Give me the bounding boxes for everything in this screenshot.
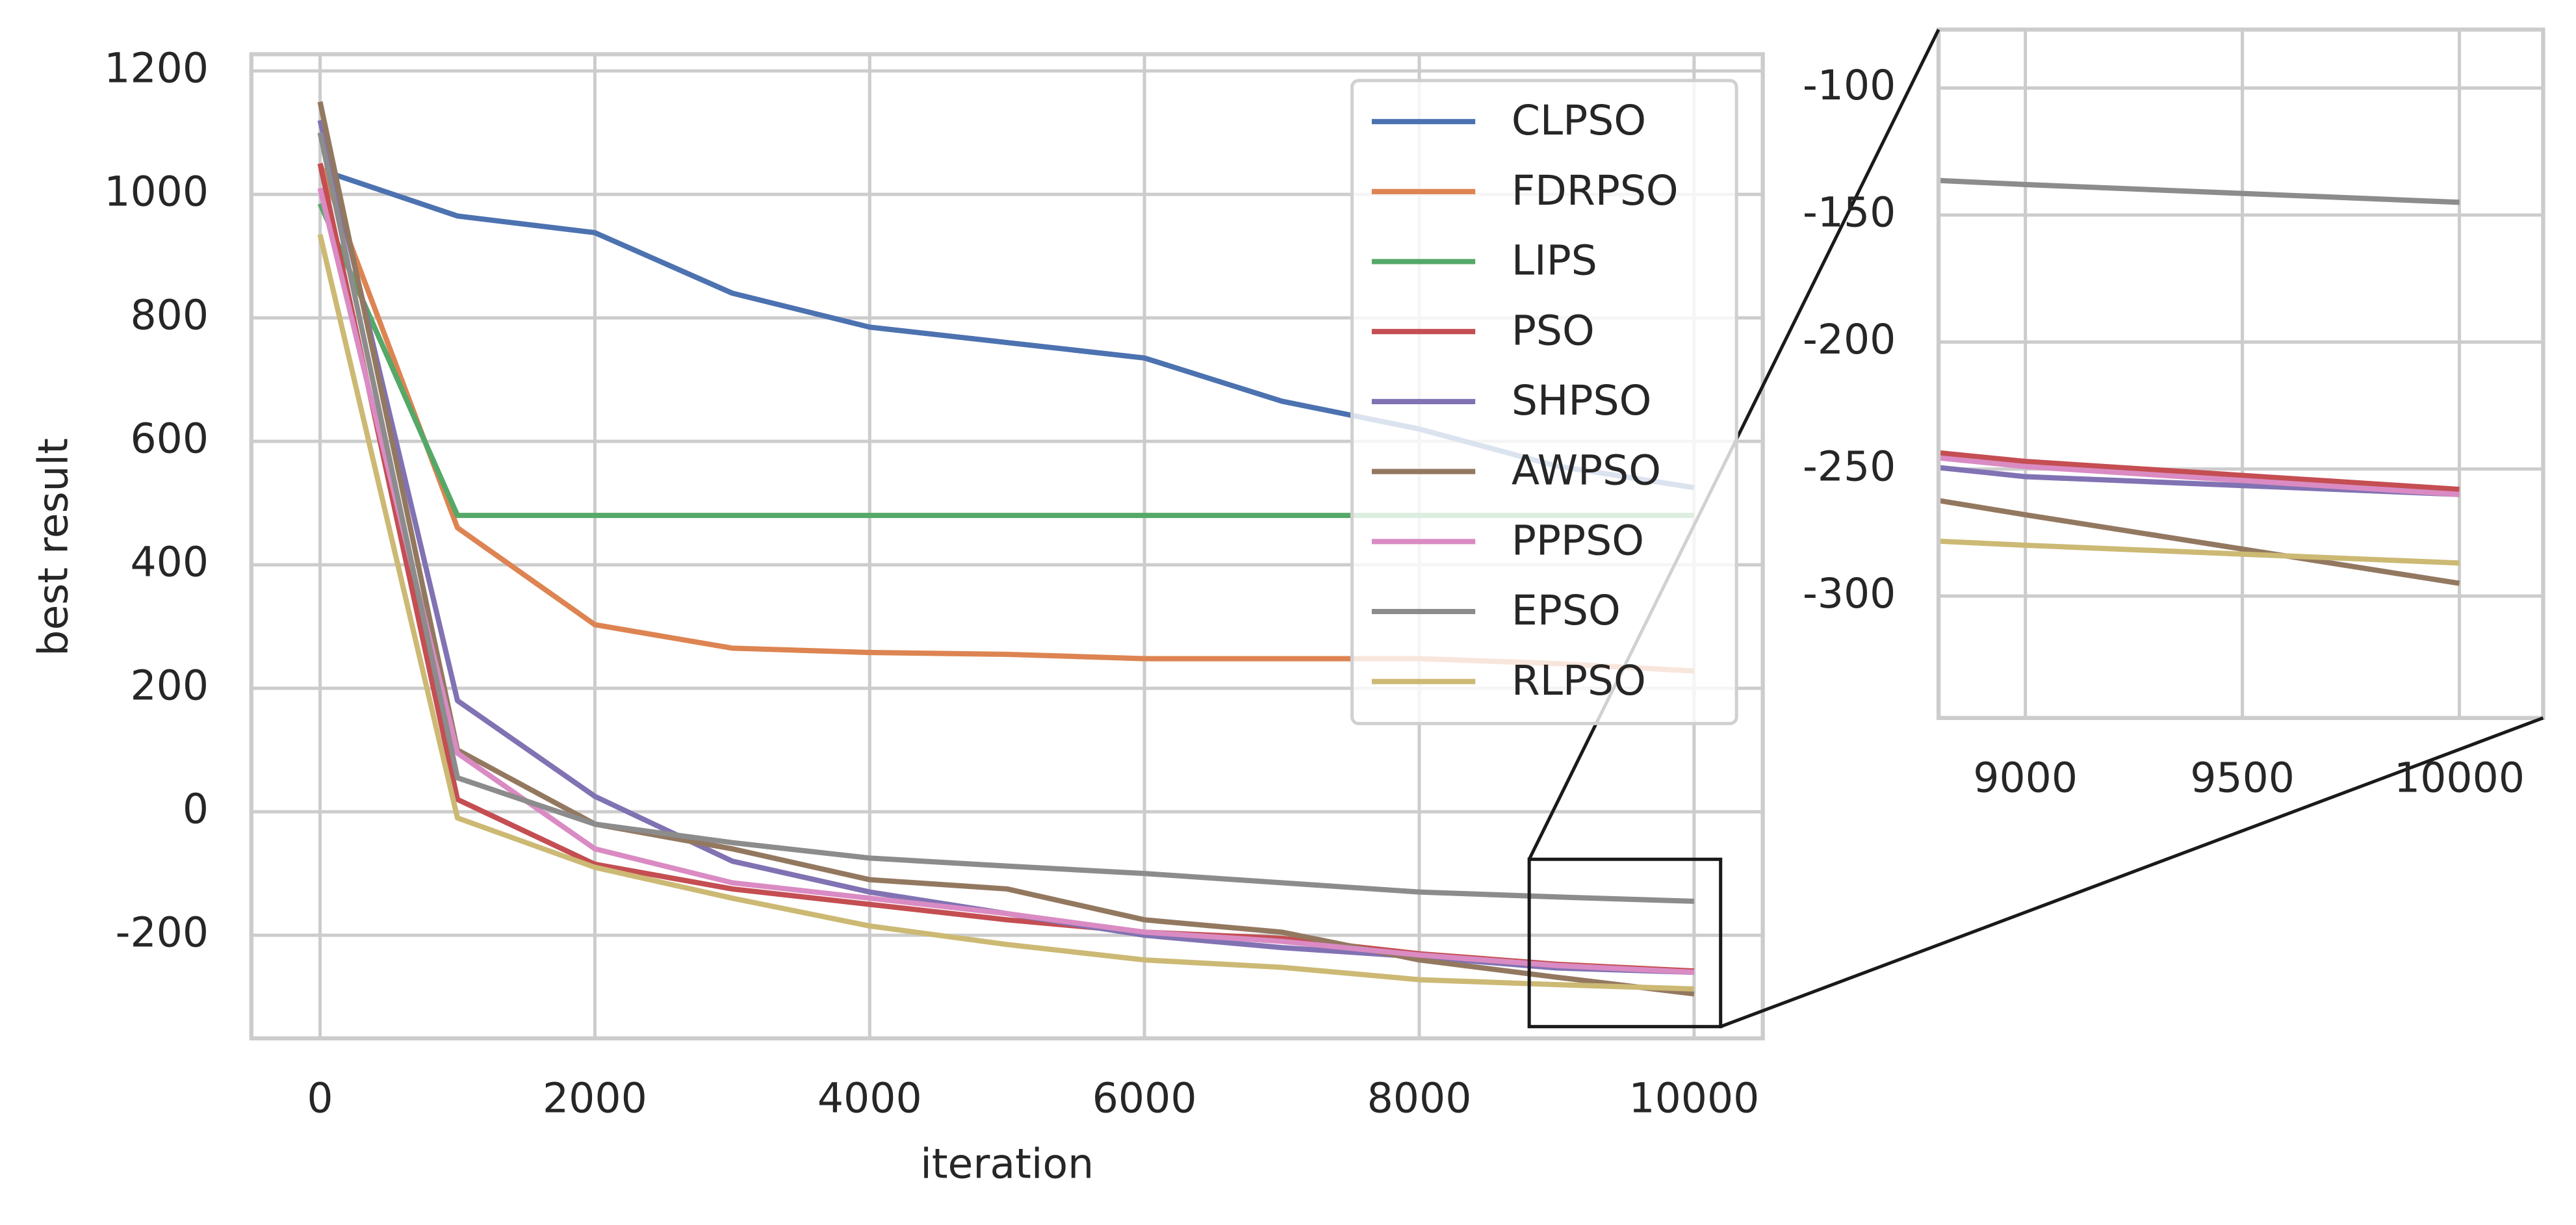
y-tick-label: -300: [1803, 569, 1896, 617]
legend-label: PPPSO: [1512, 516, 1644, 564]
legend-label: EPSO: [1512, 586, 1621, 634]
x-tick-label: 9000: [1973, 753, 2078, 801]
legend-label: AWPSO: [1512, 446, 1661, 495]
zoom-box: [1527, 857, 1723, 1029]
inset-frame: [1936, 27, 2545, 720]
y-tick-label: 0: [183, 785, 209, 833]
y-tick-label: 400: [130, 538, 209, 586]
y-tick-label: -100: [1803, 61, 1896, 109]
legend-frame: [1350, 79, 1738, 725]
x-tick-label: 10000: [1629, 1074, 1759, 1122]
y-tick-label: -200: [116, 909, 209, 957]
x-tick-label: 6000: [1092, 1074, 1197, 1122]
y-tick-label: -150: [1803, 188, 1896, 236]
x-axis-label: iteration: [920, 1140, 1094, 1188]
x-tick-label: 4000: [818, 1074, 922, 1122]
legend-label: SHPSO: [1512, 376, 1652, 424]
connector: [1719, 716, 2544, 1029]
legend-label: RLPSO: [1512, 656, 1646, 704]
x-tick-label: 2000: [543, 1074, 647, 1122]
series-line: [317, 132, 1695, 904]
legend-label: CLPSO: [1512, 96, 1646, 144]
inset-grid: [1938, 29, 2544, 718]
y-tick-label: -250: [1803, 442, 1896, 490]
legend-label: PSO: [1512, 306, 1595, 354]
y-tick-label: 1000: [104, 168, 209, 216]
y-axis-label: best result: [29, 438, 77, 656]
x-tick-label: 8000: [1367, 1074, 1472, 1122]
series-line: [317, 187, 1695, 975]
y-tick-label: 1200: [104, 44, 209, 92]
plot-frame: [249, 52, 1765, 1040]
inset-series-line: [1938, 455, 2460, 497]
legend-label: FDRPSO: [1512, 166, 1679, 214]
x-tick-label: 9500: [2190, 753, 2295, 801]
series-line: [317, 233, 1695, 992]
x-tick-label: 10000: [2394, 753, 2525, 801]
y-tick-label: 800: [130, 291, 209, 339]
y-tick-label: 200: [130, 662, 209, 710]
inset-series-line: [1938, 465, 2460, 497]
x-tick-label: 0: [307, 1074, 333, 1122]
y-tick-label: -200: [1803, 315, 1896, 363]
tick-labels: 0 2000 4000 6000 8000 10000 -200 0 200 400 600 800 1…: [104, 44, 2525, 1122]
inset-series-line: [1938, 450, 2460, 493]
y-tick-label: 600: [130, 415, 209, 463]
legend: CLPSO FDRPSO LIPS PSO SHPSO AWPSO PPPSO EPSO RLP…: [1350, 79, 1738, 725]
legend-label: LIPS: [1512, 237, 1597, 285]
series-line: [317, 101, 1695, 997]
